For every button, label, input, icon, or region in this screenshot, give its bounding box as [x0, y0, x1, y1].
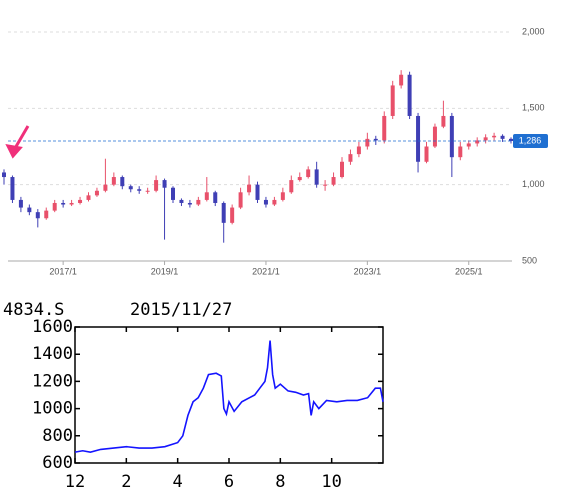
candle-body — [213, 192, 218, 203]
candle-body — [407, 74, 412, 116]
candle-body — [154, 180, 159, 191]
candle-body — [483, 137, 488, 141]
candle-body — [280, 192, 285, 200]
candle-body — [365, 138, 370, 147]
candle-body — [475, 140, 480, 144]
candle-body — [44, 210, 49, 219]
plot-frame — [74, 326, 384, 464]
candle-body — [458, 146, 463, 158]
candle-body — [2, 172, 6, 178]
x-tick-label: 2 — [121, 472, 131, 492]
x-tick-label: 12 — [65, 472, 85, 492]
candle-body — [314, 169, 319, 185]
candle-body — [103, 184, 108, 191]
candle-body — [331, 177, 336, 185]
candle-body — [348, 154, 353, 162]
arrow — [5, 125, 30, 159]
y-tick-label: 500 — [522, 255, 537, 265]
candle-body — [399, 74, 404, 86]
candle-body — [162, 180, 167, 188]
x-tick-label: 8 — [275, 472, 285, 492]
candle-body — [390, 85, 395, 116]
price-line — [74, 340, 384, 453]
chart-title: 4834.S — [3, 300, 64, 320]
x-tick-label: 2017/1 — [49, 266, 77, 276]
candle-body — [27, 207, 32, 213]
candle-body — [306, 169, 311, 178]
y-tick-label: 1400 — [32, 344, 73, 364]
candle-body — [432, 126, 437, 147]
candle-body — [247, 184, 252, 193]
candle-body — [297, 177, 302, 181]
candle-body — [204, 192, 209, 200]
candle-body — [492, 135, 497, 138]
candle-body — [500, 135, 505, 139]
last-close-box — [513, 134, 548, 149]
candle-body — [69, 202, 74, 205]
x-tick-label: 2021/1 — [252, 266, 280, 276]
x-tick-label: 2019/1 — [151, 266, 179, 276]
candle-body — [509, 138, 513, 142]
candle-body — [441, 115, 446, 127]
y-tick-label: 1600 — [32, 317, 73, 337]
candle-body — [86, 195, 91, 200]
candle-body — [171, 187, 175, 200]
candle-body — [449, 115, 454, 158]
y-tick-label: 600 — [42, 453, 73, 473]
candle-body — [111, 177, 116, 185]
candle-body — [272, 199, 277, 205]
candlestick-chart: 500 1,000 1,500 2,000 2017/1 2019/1 2021/1 2023… — [2, 26, 548, 276]
candle-body — [263, 199, 268, 205]
candle-body — [10, 177, 15, 200]
candle-body — [145, 190, 150, 192]
candle-body — [196, 199, 201, 205]
candle-body — [382, 115, 387, 141]
candle-body — [373, 138, 378, 141]
x-tick-label: 2023/1 — [354, 266, 382, 276]
candle-body — [120, 177, 125, 187]
y-tick-label: 1200 — [32, 371, 73, 391]
candle-body — [221, 202, 226, 223]
y-tick-label: 1,000 — [522, 179, 545, 189]
candle-body — [35, 212, 40, 219]
candle-body — [94, 190, 99, 196]
y-tick-label: 800 — [42, 426, 73, 446]
candle-body — [61, 202, 66, 205]
candle-body — [187, 202, 192, 205]
candle-body — [238, 192, 243, 208]
candle-body — [179, 199, 184, 203]
candle-body — [18, 199, 23, 208]
candle-body — [289, 180, 294, 193]
candle-body — [230, 207, 235, 223]
candle-body — [466, 143, 471, 147]
candle-body — [128, 186, 133, 190]
y-tick-label: 1,500 — [522, 103, 545, 113]
candle-body — [137, 189, 142, 191]
candle-body — [424, 146, 429, 162]
last-close-label: 1,286 — [519, 135, 542, 145]
x-tick-label: 10 — [321, 472, 341, 492]
candle-body — [52, 202, 57, 211]
candle-body — [356, 146, 361, 155]
x-tick-label: 4 — [173, 472, 183, 492]
candle-body — [340, 161, 344, 178]
candle-body — [255, 184, 260, 200]
candle-body — [416, 115, 421, 162]
candle-body — [323, 184, 328, 186]
chart-subtitle: 2015/11/27 — [130, 300, 232, 320]
y-tick-label: 2,000 — [522, 26, 545, 36]
y-tick-label: 1000 — [32, 399, 73, 419]
candle-body — [78, 199, 83, 203]
line-chart: 4834.S 2015/11/27 600 800 1000 1200 1400 1600… — [3, 300, 384, 492]
x-tick-label: 6 — [224, 472, 234, 492]
x-tick-label: 2025/1 — [455, 266, 483, 276]
